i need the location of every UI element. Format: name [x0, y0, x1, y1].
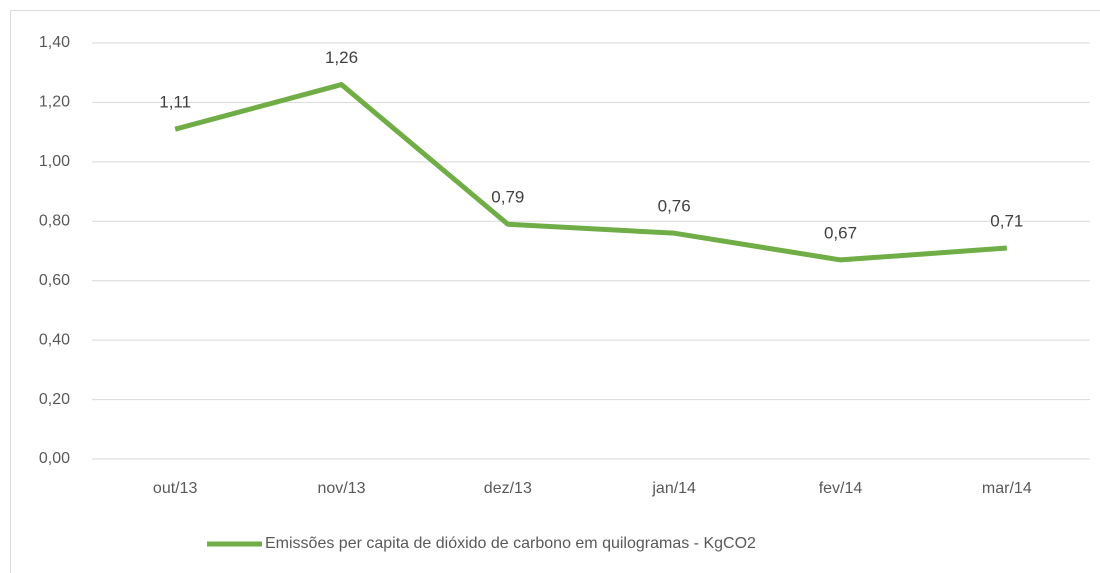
y-tick-label: 0,80 [39, 213, 70, 230]
y-tick-label: 0,60 [39, 272, 70, 289]
y-tick-label: 1,20 [39, 94, 70, 111]
legend-label: Emissões per capita de dióxido de carbon… [265, 535, 756, 552]
chart-border [10, 10, 1100, 573]
x-tick-label: fev/14 [819, 480, 863, 497]
x-tick-label: jan/14 [651, 480, 696, 497]
y-tick-label: 0,40 [39, 331, 70, 348]
data-label: 0,79 [491, 188, 524, 207]
y-tick-label: 1,40 [39, 34, 70, 51]
data-label: 1,11 [159, 93, 191, 112]
data-label: 0,67 [824, 223, 857, 242]
y-tick-label: 1,00 [39, 153, 70, 170]
x-tick-label: dez/13 [484, 480, 532, 497]
data-label: 0,76 [658, 197, 691, 216]
y-tick-label: 0,20 [39, 391, 70, 408]
x-tick-label: nov/13 [317, 480, 365, 497]
data-label: 1,26 [325, 48, 358, 67]
x-tick-label: out/13 [153, 480, 198, 497]
x-tick-label: mar/14 [982, 480, 1032, 497]
data-line [174, 82, 1008, 263]
y-tick-label: 0,00 [39, 450, 70, 467]
data-label: 0,71 [990, 212, 1023, 231]
